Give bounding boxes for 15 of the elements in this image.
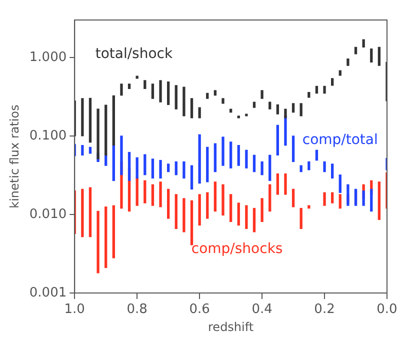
x-tick-label: 1.0 [64,302,85,318]
x-tick-label: 0.4 [252,302,272,318]
x-tick-label: 0.2 [314,302,335,318]
series-label: total/shock [95,46,174,62]
y-axis-title: kinetic flux ratios [7,104,22,208]
y-tick-label: 1.000 [29,50,67,65]
x-tick-label: 0.8 [126,302,148,318]
x-tick-label: 0.0 [376,302,398,318]
y-tick-label: 0.100 [29,128,67,144]
y-tick-label: 0.001 [29,285,67,300]
series-label: comp/total [302,132,378,148]
series-label: comp/shocks [191,240,283,257]
y-tick-label: 0.010 [29,206,67,222]
x-axis-title: redshift [208,320,254,334]
x-tick-label: 0.6 [189,302,210,318]
